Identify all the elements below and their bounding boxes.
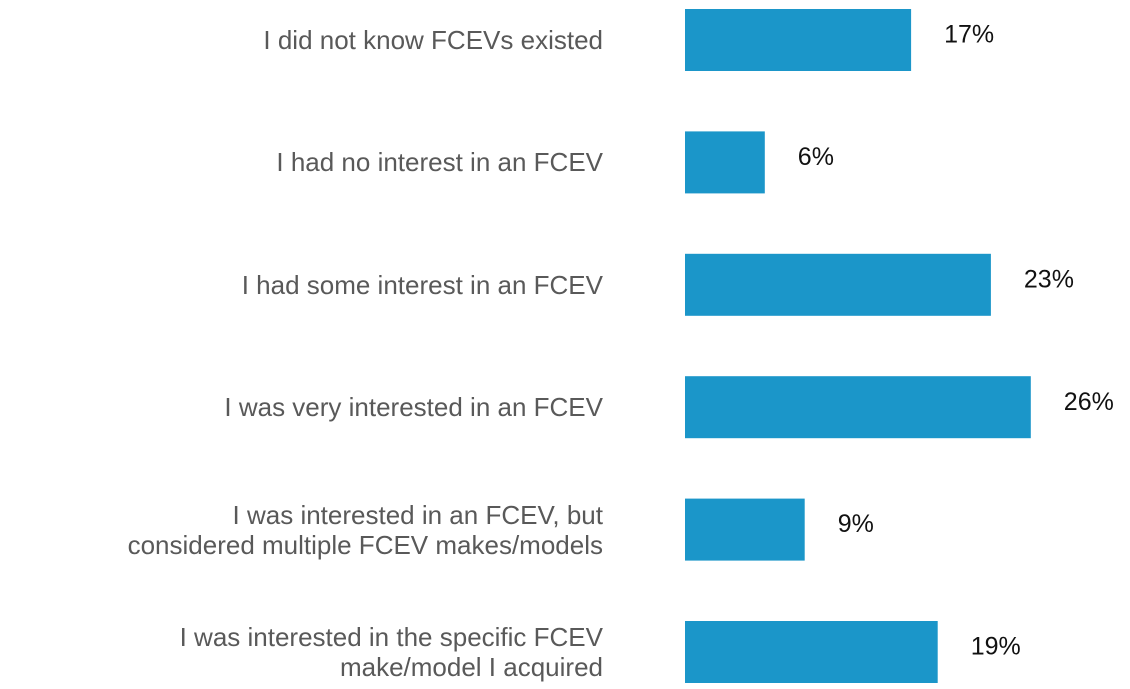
category-label: I was interested in an FCEV, but conside… [127,499,603,560]
data-label: 26% [1064,388,1114,416]
data-label: 9% [838,510,874,538]
bar [685,498,805,561]
data-label: 23% [1024,265,1074,293]
bar [685,131,765,194]
data-label: 17% [944,21,994,49]
bar [685,9,912,71]
data-label: 19% [971,633,1021,661]
bar [685,253,991,316]
category-label: I did not know FCEVs existed [263,25,603,55]
bar [685,376,1031,439]
bar [685,621,938,683]
category-label: I was interested in the specific FCEV ma… [179,622,603,682]
category-label: I was very interested in an FCEV [224,392,603,423]
category-label: I had some interest in an FCEV [241,269,603,300]
category-label: I had no interest in an FCEV [276,147,603,178]
data-label: 6% [798,143,834,171]
